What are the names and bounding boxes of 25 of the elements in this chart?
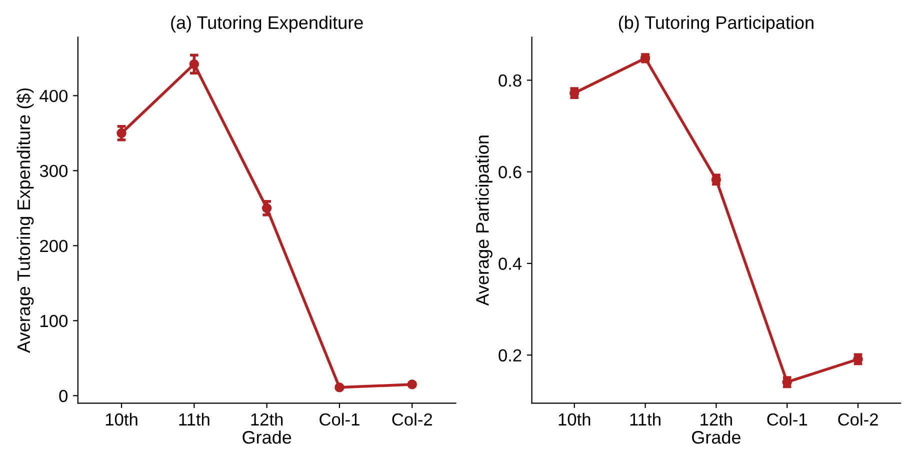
chart-title: (a) Tutoring Expenditure [171, 16, 363, 33]
y-tick-label: 0.8 [498, 74, 522, 87]
x-tick-label: Col-2 [392, 412, 432, 426]
chart-title: (b) Tutoring Participation [618, 16, 814, 33]
x-tick-label: 11th [630, 412, 660, 426]
x-tick-label: 12th [700, 412, 732, 426]
y-tick-label: 0.6 [498, 166, 522, 178]
x-tick-label: 12th [251, 412, 283, 426]
x-axis-title: Grade [692, 430, 740, 444]
x-tick-label: 10th [106, 412, 138, 426]
x-tick-label: 11th [179, 412, 210, 426]
y-axis-title: Average Tutoring Expenditure ($) [16, 88, 34, 353]
y-tick-label: 0.4 [498, 258, 522, 270]
x-tick-label: Col-1 [767, 412, 807, 426]
y-tick-label: 300 [40, 164, 68, 178]
x-tick-label: Col-2 [838, 412, 878, 426]
y-tick-label: 400 [40, 90, 68, 102]
y-axis-title: Average Participation [476, 136, 492, 306]
y-tick-label: 200 [40, 240, 68, 252]
x-tick-label: Col-1 [320, 412, 360, 426]
y-tick-label: 0 [59, 390, 68, 402]
x-axis-title: Grade [242, 430, 292, 444]
x-tick-label: 10th [558, 412, 590, 426]
y-tick-label: 0.2 [498, 349, 522, 362]
y-tick-label: 100 [40, 314, 68, 328]
